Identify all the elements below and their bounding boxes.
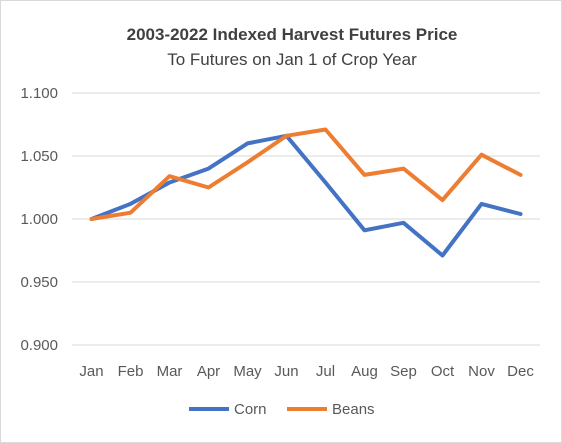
legend: Corn Beans <box>189 401 375 418</box>
x-tick-label: Jul <box>316 363 335 380</box>
y-axis-ticks: 0.900 0.950 1.000 1.050 1.100 <box>20 85 58 354</box>
gridlines <box>72 92 540 346</box>
x-axis-ticks: Jan Feb Mar Apr May Jun Jul Aug Sep Oct Nov Dec <box>79 363 534 380</box>
x-tick-label: Nov <box>468 363 495 380</box>
series-line-corn <box>89 133 523 258</box>
y-tick-label: 1.000 <box>20 211 58 228</box>
y-tick-label: 0.950 <box>20 274 58 291</box>
chart-title: 2003-2022 Indexed Harvest Futures Price <box>127 25 458 44</box>
x-tick-label: Aug <box>351 363 378 380</box>
chart-subtitle: To Futures on Jan 1 of Crop Year <box>167 50 417 69</box>
x-tick-label: Apr <box>197 363 220 380</box>
series-line-beans <box>89 127 523 221</box>
x-tick-label: May <box>233 363 262 380</box>
x-tick-label: Jun <box>274 363 298 380</box>
x-tick-label: Feb <box>118 363 144 380</box>
y-tick-label: 1.100 <box>20 85 58 102</box>
x-tick-label: Dec <box>507 363 534 380</box>
legend-label-corn: Corn <box>234 401 267 418</box>
x-tick-label: Mar <box>157 363 183 380</box>
series-lines <box>89 127 523 258</box>
legend-label-beans: Beans <box>332 401 375 418</box>
x-tick-label: Oct <box>431 363 455 380</box>
y-tick-label: 1.050 <box>20 148 58 165</box>
x-tick-label: Jan <box>79 363 103 380</box>
x-tick-label: Sep <box>390 363 417 380</box>
y-tick-label: 0.900 <box>20 337 58 354</box>
